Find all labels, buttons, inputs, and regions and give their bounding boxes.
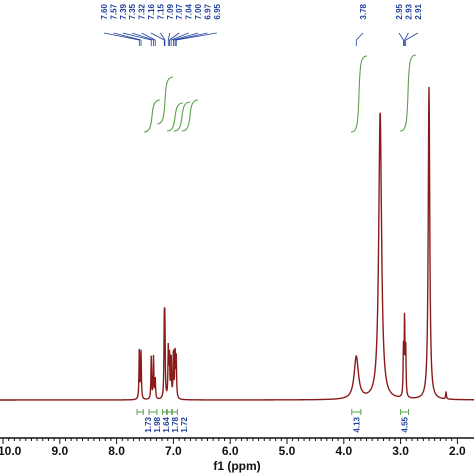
peak-label: 7.04 [185, 3, 194, 19]
peak-label: 7.39 [119, 3, 128, 19]
spectrum-trace-group [0, 87, 474, 401]
peak-label-connector [167, 32, 171, 41]
peak-label: 7.60 [100, 3, 109, 19]
integral-value-label: 1.98 [153, 416, 162, 432]
peak-label: 3.78 [359, 3, 368, 19]
x-tick-label: 4.0 [335, 444, 352, 458]
integral-value-label: 4.55 [401, 416, 410, 432]
integral-value-label: 1.72 [180, 416, 189, 432]
peak-label-connector [113, 32, 142, 41]
peak-label: 7.00 [194, 3, 203, 19]
peak-label: 7.57 [109, 3, 118, 19]
integral-curve [143, 99, 161, 133]
integral-curve [166, 102, 184, 132]
x-axis-ticks: 10.0 9.0 8.0 7.0 6.0 5.0 4.0 3.0 2.0 [0, 438, 466, 458]
peak-label-connector [103, 32, 140, 41]
peak-label-connector [404, 32, 409, 41]
x-tick-label: 8.0 [108, 444, 125, 458]
peak-label: 7.16 [147, 3, 156, 19]
x-tick-label: 2.0 [449, 444, 466, 458]
peak-label-connector [150, 32, 165, 41]
x-tick-label: 9.0 [51, 444, 68, 458]
x-tick-label: 7.0 [165, 444, 182, 458]
peak-label-connector [356, 32, 364, 41]
x-tick-label: 6.0 [222, 444, 239, 458]
x-tick-label: 10.0 [0, 444, 22, 458]
peak-label-connector [160, 32, 166, 41]
integral-value-label: 1.78 [171, 416, 180, 432]
integral-bar-group: 1.73 1.98 1.64 1.78 1.72 4.13 4.55 [136, 409, 410, 433]
peak-label-connector [398, 32, 404, 41]
peak-label-connector [175, 32, 208, 41]
peak-label: 2.95 [395, 3, 404, 19]
peak-label-connector [169, 32, 180, 41]
peak-label-connector [122, 32, 152, 41]
peak-label: 2.91 [414, 3, 423, 19]
peak-label-connector [176, 32, 217, 41]
integral-curve [399, 54, 417, 132]
integral-curve [350, 55, 368, 133]
integral-curve [181, 99, 199, 132]
peak-label: 6.95 [213, 3, 222, 19]
peak-label-connector [132, 32, 154, 41]
x-tick-label: 5.0 [279, 444, 296, 458]
peak-label: 2.93 [404, 3, 413, 19]
peak-label: 6.97 [203, 3, 212, 19]
peak-label: 7.15 [156, 3, 165, 19]
peak-label-connector [173, 32, 199, 41]
peak-label: 7.09 [166, 3, 175, 19]
peak-label: 7.35 [128, 3, 137, 19]
peak-label-connector [170, 32, 189, 41]
x-tick-label: 3.0 [392, 444, 409, 458]
peak-label-connector [141, 32, 156, 41]
peak-label: 7.07 [175, 3, 184, 19]
spectrum-trace [0, 87, 474, 401]
x-axis-title: f1 (ppm) [213, 459, 260, 473]
integral-curve [156, 76, 174, 125]
integral-value-label: 4.13 [352, 416, 361, 432]
integral-value-label: 1.73 [144, 416, 153, 432]
integral-curve [173, 101, 191, 132]
integral-curve-group [143, 54, 417, 133]
peak-label-connector [405, 32, 419, 41]
peak-label: 7.32 [138, 3, 147, 19]
integral-value-label: 1.64 [162, 416, 171, 432]
peak-label-group: 7.60 7.57 7.39 7.35 7.32 7.16 7.15 7.09 7.07 7.04… [100, 3, 423, 46]
